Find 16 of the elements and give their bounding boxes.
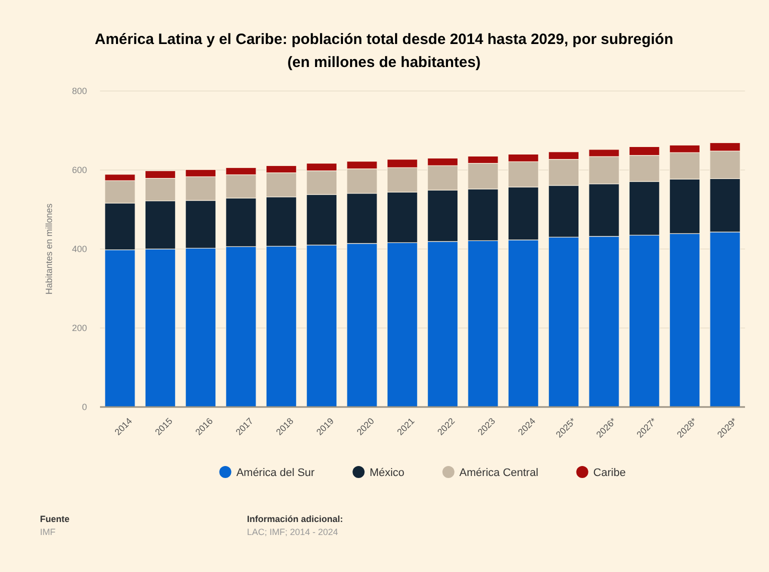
text: LAC; IMF; 2014 - 2024: [247, 527, 338, 537]
chart-title: América Latina y el Caribe: población total desde 2014 hasta 2029, por subregión: [94, 31, 674, 48]
y-axis-title: Habitantes en millones: [44, 202, 54, 295]
legend-label: América del Sur: [236, 467, 315, 479]
chart-subtitle: (en millones de habitantes): [287, 54, 481, 71]
text: Fuente: [40, 514, 70, 524]
y-tick-label: 400: [72, 244, 87, 254]
text: IMF: [40, 527, 56, 537]
y-tick-label: 200: [72, 322, 87, 333]
legend-label: México: [370, 467, 404, 479]
y-tick-label: 800: [72, 86, 87, 96]
legend-label: América Central: [459, 467, 538, 479]
y-tick-label: 600: [72, 164, 87, 175]
legend-label: Caribe: [593, 467, 626, 479]
y-tick-label: 0: [82, 402, 87, 412]
text: Información adicional:: [247, 514, 344, 524]
